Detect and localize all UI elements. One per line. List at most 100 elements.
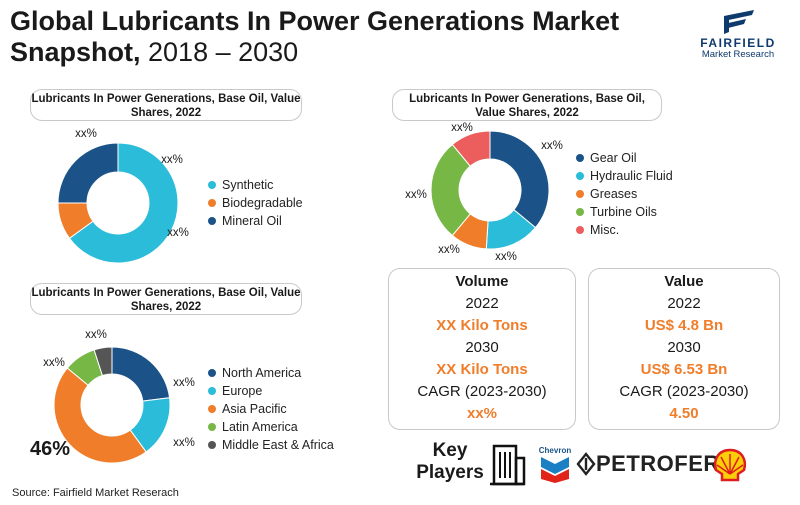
chevron-logo: Chevron	[538, 446, 572, 484]
donut-2-slice-5	[451, 130, 491, 167]
legend-item-turbine-oils: Turbine Oils	[576, 203, 673, 221]
donut-3-label-3: 46%	[30, 438, 70, 460]
source-note: Source: Fairfield Market Reserach	[12, 487, 179, 499]
value-heading: Value	[664, 273, 704, 290]
logo-brand: FAIRFIELD	[700, 36, 776, 50]
donut-3-label-1: xx%	[173, 377, 195, 389]
chevron-wordmark: Chevron	[538, 446, 572, 455]
legend-item-biodegradable: Biodegradable	[208, 194, 303, 212]
legend-dot	[208, 441, 216, 449]
legend-item-mea: Middle East & Africa	[208, 436, 334, 454]
donut-3-label-5: xx%	[85, 329, 107, 341]
donut-3-slice-5	[93, 346, 113, 377]
legend-label: Gear Oil	[590, 151, 637, 165]
legend-label: Middle East & Africa	[222, 438, 334, 452]
value-cagr-label: CAGR (2023-2030)	[619, 383, 749, 400]
legend-dot	[208, 405, 216, 413]
legend-label: Greases	[590, 187, 638, 201]
legend-label: Hydraulic Fluid	[590, 169, 673, 183]
legend-dot	[208, 387, 216, 395]
volume-value-2030: XX Kilo Tons	[436, 361, 528, 378]
donut-1-label-3: xx%	[161, 154, 183, 166]
legend-dot	[576, 154, 584, 162]
donut-1-label-1: xx%	[167, 227, 189, 239]
donut-2-label-5: xx%	[451, 122, 473, 134]
legend-label: Turbine Oils	[590, 205, 657, 219]
panel-3-title-text: Lubricants In Power Generations, Base Oi…	[31, 287, 301, 313]
shell-logo-icon	[713, 448, 747, 482]
donut-2-label-1: xx%	[541, 140, 563, 152]
legend-product: Gear Oil Hydraulic Fluid Greases Turbine…	[576, 149, 673, 239]
legend-dot	[576, 190, 584, 198]
value-year-2030: 2030	[667, 339, 701, 356]
legend-item-europe: Europe	[208, 382, 334, 400]
legend-dot	[208, 369, 216, 377]
legend-label: Mineral Oil	[222, 214, 282, 228]
legend-item-greases: Greases	[576, 185, 673, 203]
legend-dot	[208, 199, 216, 207]
value-box: Value 2022 US$ 4.8 Bn 2030 US$ 6.53 Bn C…	[588, 268, 780, 430]
volume-box: Volume 2022 XX Kilo Tons 2030 XX Kilo To…	[388, 268, 576, 430]
legend-label: Latin America	[222, 420, 298, 434]
value-value-2022: US$ 4.8 Bn	[644, 317, 724, 334]
legend-base-oil: Synthetic Biodegradable Mineral Oil	[208, 176, 303, 230]
logo-sub: Market Research	[701, 49, 775, 60]
legend-item-hydraulic-fluid: Hydraulic Fluid	[576, 167, 673, 185]
fairfield-logo: FAIRFIELD Market Research	[684, 6, 792, 60]
legend-dot	[576, 172, 584, 180]
value-value-2030: US$ 6.53 Bn	[640, 361, 728, 378]
key-players-label: Key Players	[410, 440, 490, 484]
title-years: 2018 – 2030	[140, 37, 299, 67]
title-main: Global Lubricants In Power Generations M…	[10, 6, 620, 67]
legend-item-mineral-oil: Mineral Oil	[208, 212, 303, 230]
legend-dot	[576, 226, 584, 234]
volume-value-2022: XX Kilo Tons	[436, 317, 528, 334]
volume-year-2030: 2030	[465, 339, 499, 356]
volume-heading: Volume	[455, 273, 509, 290]
donut-3-label-2: xx%	[173, 437, 195, 449]
volume-cagr-value: xx%	[466, 405, 498, 422]
panel-2-title: Lubricants In Power Generations, Base Oi…	[392, 89, 662, 121]
legend-dot	[208, 181, 216, 189]
donut-1-slice-3	[57, 142, 119, 204]
legend-item-gear-oil: Gear Oil	[576, 149, 673, 167]
legend-dot	[208, 217, 216, 225]
value-year-2022: 2022	[667, 295, 701, 312]
donut-2-slice-1	[489, 130, 550, 229]
petrofer-symbol-icon	[576, 452, 596, 476]
legend-label: Misc.	[590, 223, 620, 237]
donut-2-label-3: xx%	[438, 244, 460, 256]
legend-dot	[576, 208, 584, 216]
chevron-mark-icon	[541, 457, 569, 483]
donut-3-slice-3	[53, 367, 147, 464]
building-icon	[490, 444, 526, 486]
donut-3-label-4: xx%	[43, 357, 65, 369]
petrofer-logo: PETROFER	[596, 451, 720, 476]
legend-label: Asia Pacific	[222, 402, 287, 416]
logo-mark-icon	[724, 10, 754, 34]
donut-2-slice-4	[430, 143, 471, 237]
legend-label: Europe	[222, 384, 263, 398]
donut-2-label-4: xx%	[405, 189, 427, 201]
legend-item-north-america: North America	[208, 364, 334, 382]
legend-region: North America Europe Asia Pacific Latin …	[208, 364, 334, 454]
donut-1-label-2: xx%	[75, 128, 97, 140]
donut-3-slice-1	[111, 346, 171, 402]
panel-1-title-text: Lubricants In Power Generations, Base Oi…	[31, 93, 301, 119]
legend-label: Synthetic	[222, 178, 274, 192]
legend-dot	[208, 423, 216, 431]
legend-item-misc: Misc.	[576, 221, 673, 239]
panel-2-title-text: Lubricants In Power Generations, Base Oi…	[409, 93, 645, 119]
legend-item-asia-pacific: Asia Pacific	[208, 400, 334, 418]
key-players-line-2: Players	[416, 462, 484, 483]
panel-3-title: Lubricants In Power Generations, Base Oi…	[30, 283, 302, 315]
page-title: Global Lubricants In Power Generations M…	[10, 6, 670, 68]
donut-2-label-2: xx%	[495, 251, 517, 263]
panel-1-title: Lubricants In Power Generations, Base Oi…	[30, 89, 302, 121]
donut-1-slice-1	[68, 142, 179, 264]
legend-label: Biodegradable	[222, 196, 303, 210]
key-players-line-1: Key	[432, 440, 468, 461]
legend-item-latin-america: Latin America	[208, 418, 334, 436]
legend-item-synthetic: Synthetic	[208, 176, 303, 194]
volume-year-2022: 2022	[465, 295, 499, 312]
